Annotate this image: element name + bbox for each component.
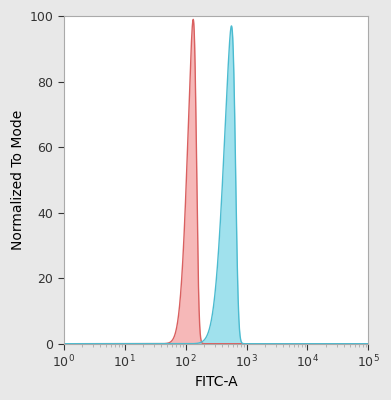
X-axis label: FITC-A: FITC-A [194,375,238,389]
Y-axis label: Normalized To Mode: Normalized To Mode [11,110,25,250]
